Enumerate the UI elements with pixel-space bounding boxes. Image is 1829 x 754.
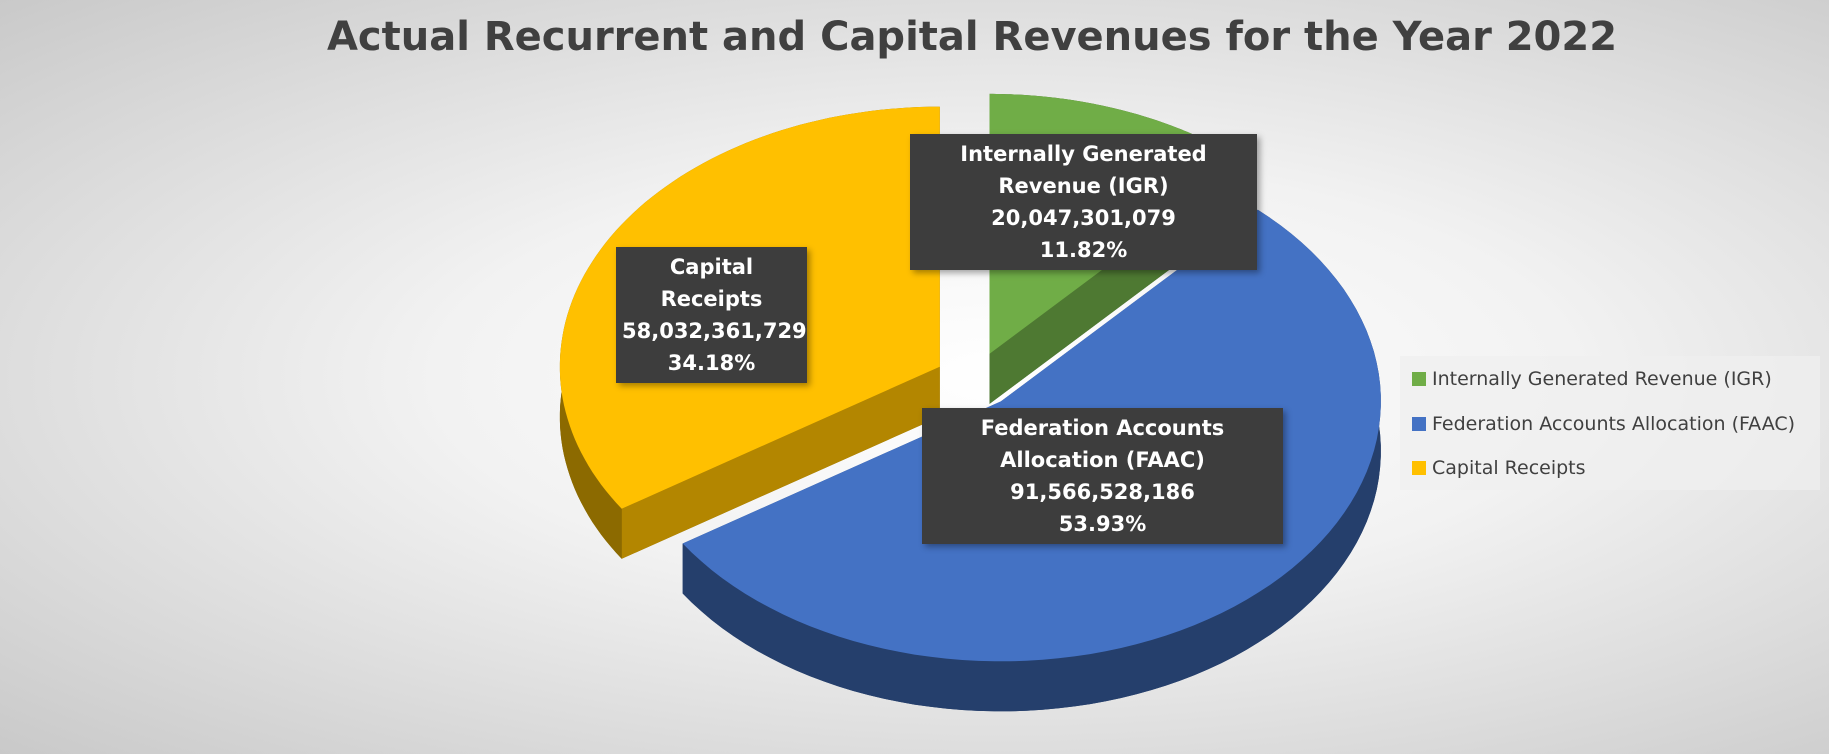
legend: Internally Generated Revenue (IGR) Federa…: [1400, 356, 1820, 490]
legend-item: Capital Receipts: [1412, 456, 1586, 480]
label-value: 58,032,361,729: [622, 319, 807, 343]
label-category: Internally Generated Revenue (IGR): [960, 142, 1207, 198]
data-label: Federation Accounts Allocation (FAAC) 91,…: [922, 408, 1283, 544]
legend-swatch: [1412, 416, 1426, 431]
data-label: Internally Generated Revenue (IGR) 20,047…: [910, 134, 1257, 270]
label-percentage: 11.82%: [1039, 238, 1128, 262]
label-category: Capital Receipts: [660, 255, 763, 311]
label-percentage: 53.93%: [1058, 512, 1147, 536]
legend-label: Capital Receipts: [1432, 457, 1586, 479]
legend-swatch: [1412, 372, 1426, 386]
slice-cut-face: [621, 366, 940, 559]
legend-item: Internally Generated Revenue (IGR): [1412, 367, 1772, 391]
legend-swatch: [1412, 461, 1426, 475]
label-value: 20,047,301,079: [991, 206, 1176, 230]
label-value: 91,566,528,186: [1010, 480, 1195, 504]
label-category: Federation Accounts Allocation (FAAC): [980, 416, 1225, 472]
data-label: Capital Receipts 58,032,361,729 34.18%: [616, 247, 807, 383]
label-percentage: 34.18%: [667, 351, 756, 375]
legend-item: Federation Accounts Allocation (FAAC): [1412, 412, 1795, 436]
legend-label: Internally Generated Revenue (IGR): [1432, 368, 1772, 390]
chart-title: Actual Recurrent and Capital Revenues fo…: [326, 14, 1618, 60]
legend-label: Federation Accounts Allocation (FAAC): [1432, 412, 1796, 435]
